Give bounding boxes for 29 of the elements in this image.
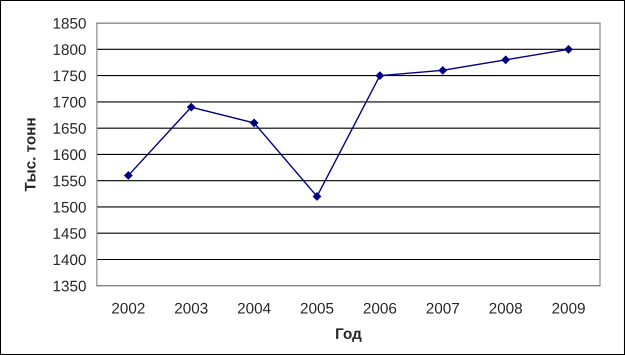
x-tick-label: 2002 [112,302,145,314]
x-tick-label: 2008 [489,302,522,314]
y-tick-label: 1450 [54,228,86,239]
y-tick-label: 1650 [54,123,86,134]
point [187,103,196,112]
x-axis-title: Год [336,328,362,342]
y-tick-label: 1800 [54,44,86,56]
point [502,56,510,64]
point [312,192,322,201]
y-axis-title: Тыс. тонн [24,118,36,192]
point [564,45,573,54]
point [124,171,132,180]
y-tick-label: 1750 [54,70,86,82]
y-tick-label: 1500 [54,202,86,213]
y-tick-label: 1850 [54,18,86,29]
x-tick-label: 2006 [364,302,396,314]
y-tick-label: 1600 [54,149,86,160]
y-tick-label: 1400 [54,254,86,266]
x-tick-label: 2009 [552,302,585,314]
y-tick-label: 1350 [54,280,86,292]
x-tick-label: 2007 [426,302,459,314]
x-tick-label: 2003 [174,302,208,314]
point [250,118,258,128]
x-tick-label: 2004 [238,302,271,314]
x-tick-label: 2005 [300,302,334,314]
point [376,71,384,80]
y-tick-label: 1700 [54,96,86,108]
point [438,66,447,74]
y-tick-label: 1550 [54,176,86,186]
